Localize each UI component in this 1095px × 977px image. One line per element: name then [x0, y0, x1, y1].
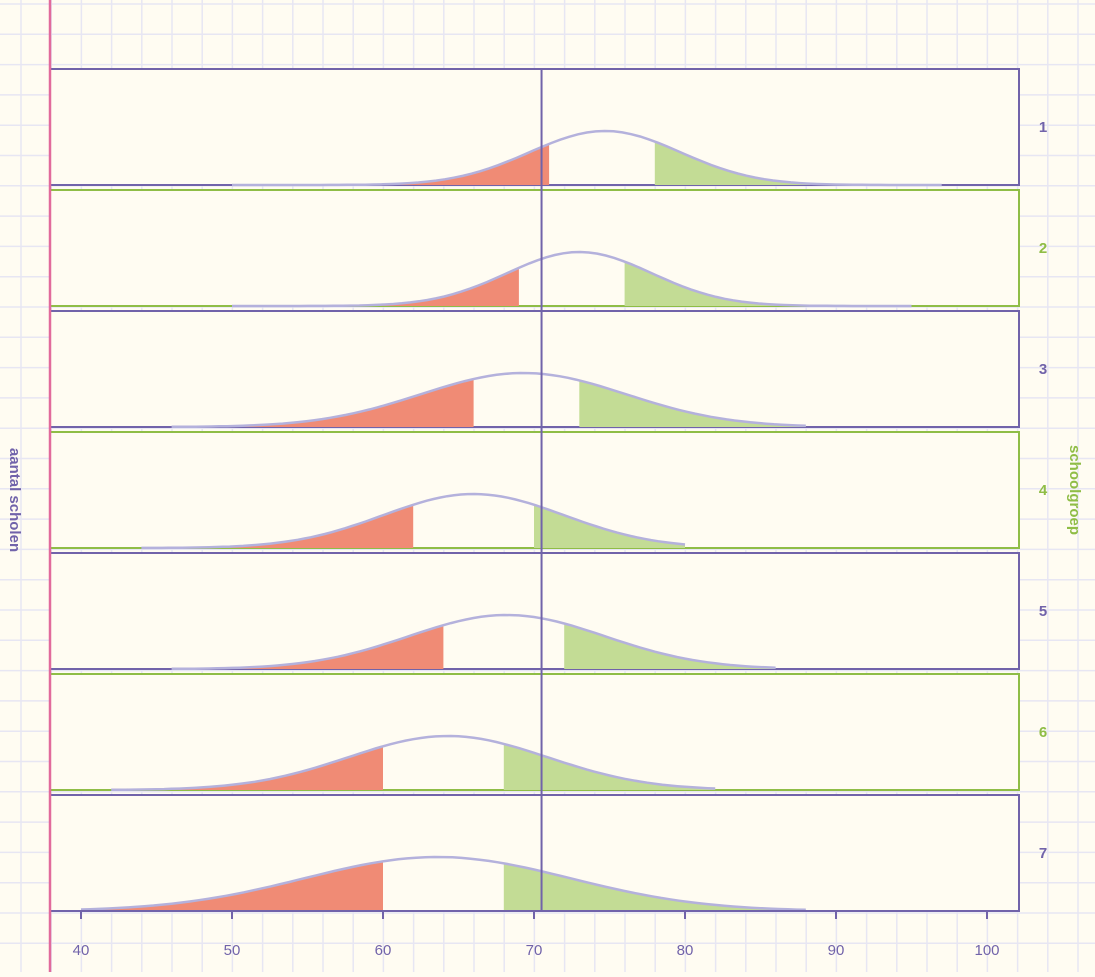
low-area	[141, 504, 414, 548]
x-tick-label: 40	[73, 942, 90, 959]
row-label: 1	[1039, 119, 1047, 136]
row-label: 3	[1039, 361, 1047, 378]
x-tick-label: 70	[526, 942, 543, 959]
high-area	[624, 261, 912, 306]
y-axis-title: aantal scholen	[6, 448, 23, 552]
density-curve	[141, 492, 686, 550]
x-tick-label: 50	[224, 942, 241, 959]
row-group: 3	[49, 310, 1047, 429]
low-area	[171, 625, 444, 669]
row-label: 5	[1039, 603, 1047, 620]
x-tick-label: 80	[677, 942, 694, 959]
density-curve	[171, 371, 806, 429]
rows-layer: 1 2 3 4 5 6 7	[49, 68, 1048, 912]
x-tick-label: 90	[828, 942, 845, 959]
high-area	[579, 380, 806, 427]
row-label: 6	[1039, 724, 1047, 741]
density-curve	[232, 129, 942, 187]
density-curve	[111, 734, 716, 792]
axis-layer: 40 50 60 70 80 90 100	[48, 0, 1019, 972]
row-group: 5	[49, 552, 1047, 671]
row-group: 2	[49, 189, 1047, 308]
row-label: 2	[1039, 240, 1047, 257]
density-curve	[80, 855, 806, 912]
row-group: 7	[49, 794, 1047, 912]
low-area	[81, 861, 383, 911]
row-frame	[49, 310, 1020, 428]
high-area	[564, 623, 776, 669]
low-area	[111, 746, 383, 790]
row-group: 6	[49, 673, 1047, 792]
x-tick-label: 60	[375, 942, 392, 959]
row-group: 4	[49, 431, 1048, 550]
row-frame	[49, 189, 1020, 307]
row-label: 7	[1039, 845, 1047, 862]
high-area	[503, 743, 716, 790]
density-curve	[232, 250, 912, 308]
x-tick-label: 100	[974, 942, 999, 959]
row-group: 1	[49, 68, 1047, 187]
low-area	[171, 379, 474, 427]
right-axis-title: schoolgroep	[1066, 445, 1083, 535]
high-area	[534, 504, 685, 548]
density-curve	[171, 613, 776, 671]
high-area	[654, 141, 942, 185]
row-frame	[49, 552, 1020, 670]
row-label: 4	[1039, 482, 1048, 499]
high-area	[503, 863, 806, 911]
